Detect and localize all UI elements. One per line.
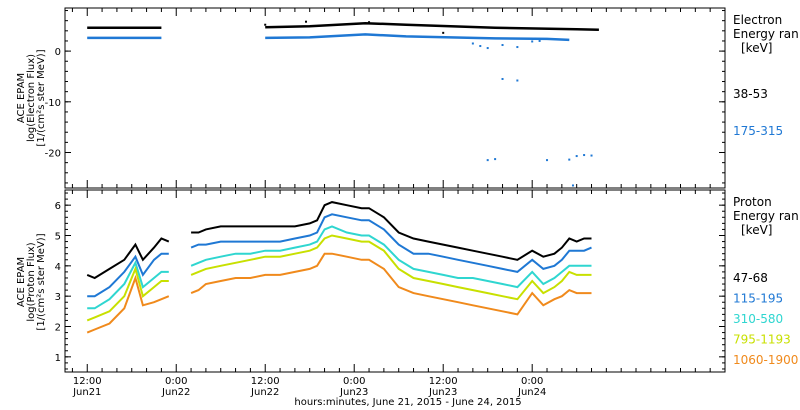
x-tick-time-label: 0:00 [165,376,187,387]
data-point [486,159,489,162]
legend-entry-47-68: 47-68 [733,271,768,285]
y-axis-label-line: ACE EPAM [16,73,27,123]
electron-flux-panel: 0 -10 -20 ACE EPAMlog(Electron Flux)[1/(cm²… [16,7,799,189]
y-tick-label: 2 [55,323,61,334]
x-tick-time-label: 0:00 [343,376,365,387]
x-axis-title: hours:minutes, June 21, 2015 - June 24, … [294,397,521,408]
y-tick-label: -20 [45,149,61,160]
legend-subtitle: Energy ran [733,209,799,223]
y-tick-label: -10 [45,98,61,109]
series-line-795-1193 [86,265,169,322]
x-tick-time-label: 12:00 [251,376,280,387]
y-axis-label: ACE EPAMlog(Electron Flux)[1/(cm²s ster … [16,49,47,146]
series-line-38-53 [265,21,599,32]
data-point [516,79,519,82]
legend-entry-795-1193: 795-1193 [733,333,791,347]
data-point [479,45,482,48]
x-tick-time-label: 0:00 [521,376,543,387]
y-tick-label: 6 [55,201,61,212]
data-point [368,21,371,24]
data-point [471,42,474,45]
data-point [494,158,497,161]
series-line-115-195 [87,252,169,298]
legend-entry-1060-1900: 1060-1900 [733,353,798,367]
x-tick-day-label: Jun22 [250,387,279,398]
proton-flux-panel: 1 2 3 4 5 6 ACE EPAMlog(Proton Flux)[1/(cm²s s… [16,189,799,373]
series-line-795-1193 [190,234,592,301]
y-tick-label: 5 [55,232,61,243]
legend-entry-310-580: 310-580 [733,312,783,326]
series-line-115-195 [190,213,592,273]
series-line-1060-1900 [190,252,592,316]
data-point [590,154,593,157]
y-axis-label-line: log(Electron Flux) [26,54,37,142]
data-point [568,158,571,161]
legend-entry-175-315: 175-315 [733,124,783,138]
legend-title: Proton [733,195,772,209]
panel-frame [64,189,726,373]
series-line-310-580 [87,260,169,310]
y-axis-label-line: ACE EPAM [16,257,27,307]
data-point [264,23,267,26]
y-tick-label: 0 [55,47,61,58]
x-tick-day-label: Jun22 [161,387,190,398]
data-point [501,44,504,47]
x-tick-day-label: Jun24 [517,387,546,398]
data-point [516,46,519,49]
data-point [501,77,504,80]
x-tick-day-label: Jun21 [72,387,101,398]
legend-units: [keV] [741,41,772,55]
data-point [531,40,534,43]
x-tick-time-label: 12:00 [429,376,458,387]
y-axis-label-line: [1/(cm²s ster MeV)] [36,49,47,146]
y-axis-label-line: [1/(cm²s ster MeV)] [36,233,47,330]
data-point [575,155,578,158]
data-point [442,31,445,34]
data-point [538,39,541,42]
legend-entry-115-195: 115-195 [733,292,783,306]
time-axis: 12:00Jun210:00Jun2212:00Jun220:00Jun2312… [71,8,726,398]
legend-title: Electron [733,13,782,27]
series-line-1060-1900 [86,274,170,334]
data-point [486,47,489,50]
y-tick-label: 4 [55,262,61,273]
y-axis-label-line: log(Proton Flux) [26,242,37,321]
series-line-47-68 [191,201,592,261]
y-tick-label: 3 [55,292,61,303]
x-tick-day-label: Jun23 [428,387,457,398]
y-axis-label: ACE EPAMlog(Proton Flux)[1/(cm²s ster Me… [16,233,47,330]
legend-subtitle: Energy ran [733,27,799,41]
data-point [546,159,549,162]
x-tick-time-label: 12:00 [73,376,102,387]
data-point [305,20,308,23]
x-tick-day-label: Jun23 [339,387,368,398]
legend-entry-38-53: 38-53 [733,87,768,101]
data-point [583,154,586,157]
legend-units: [keV] [741,223,772,237]
series-line-175-315 [265,33,570,42]
series-line-47-68 [86,237,170,280]
series-line-310-580 [190,225,592,289]
panel-frame [64,7,726,189]
data-point [571,184,574,187]
y-tick-label: 1 [55,353,61,364]
